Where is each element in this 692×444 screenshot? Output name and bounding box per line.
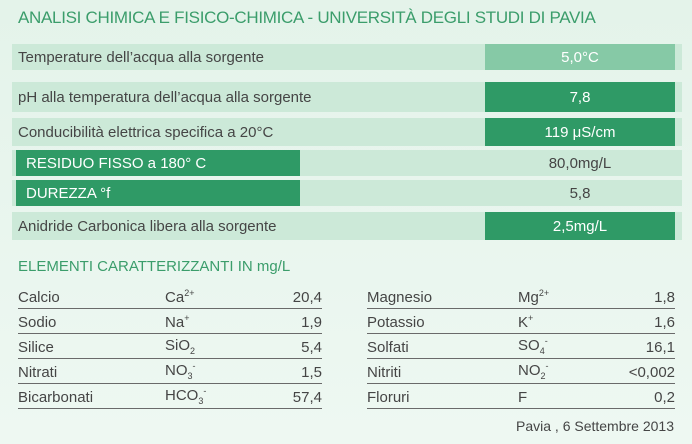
element-value: 16,1 [645, 339, 675, 356]
symbol-base: Mg [518, 289, 539, 306]
element-name: Magnesio [367, 289, 433, 306]
element-row: Calcio Ca2+ 20,4 [18, 286, 322, 309]
element-value: 20,4 [292, 289, 322, 306]
row-value: 5,8 [569, 184, 591, 202]
element-row: Nitrati NO3- 1,5 [18, 361, 322, 384]
symbol-sub: 4 [539, 346, 545, 356]
symbol-sup: 2+ [538, 288, 550, 298]
element-value: 57,4 [292, 389, 322, 406]
row-label: Conducibilità elettrica specifica a 20°C [18, 123, 274, 141]
element-symbol: HCO3- [165, 386, 206, 406]
element-symbol: SiO2 [165, 337, 195, 356]
symbol-sup: - [544, 336, 548, 346]
element-name: Floruri [367, 389, 410, 406]
element-name: Solfati [367, 339, 409, 356]
symbol-sup: 2+ [184, 288, 195, 298]
symbol-sup: + [184, 313, 190, 323]
row-value: 7,8 [485, 82, 675, 112]
element-row: Silice SiO2 5,4 [18, 336, 322, 359]
element-symbol: Ca2+ [165, 288, 194, 306]
element-symbol: Na+ [165, 313, 189, 331]
element-symbol: Mg2+ [518, 288, 549, 306]
element-symbol: SO4- [518, 336, 548, 356]
element-row: Bicarbonati HCO3- 57,4 [18, 386, 322, 409]
element-value: 1,8 [654, 289, 675, 306]
row-value: 2,5mg/L [485, 212, 675, 240]
symbol-sup: - [203, 386, 207, 396]
element-value: 1,5 [301, 364, 322, 381]
element-name: Nitriti [367, 364, 402, 381]
symbol-base: K [518, 314, 529, 331]
symbol-base: NO [518, 362, 541, 379]
row-value: 80,0mg/L [548, 154, 612, 172]
symbol-base: NO [165, 362, 188, 379]
element-row: Solfati SO4- 16,1 [367, 336, 675, 359]
element-symbol: NO3- [165, 361, 196, 381]
symbol-base: HCO [165, 387, 199, 404]
row-value: 5,0°C [485, 44, 675, 70]
symbol-base: SO [518, 337, 540, 354]
element-value: <0,002 [628, 364, 675, 381]
symbol-sub: 2 [190, 346, 196, 356]
symbol-base: Na [165, 314, 185, 331]
element-name: Nitrati [18, 364, 58, 381]
symbol-sub: 3 [198, 396, 204, 406]
section-title: ELEMENTI CARATTERIZZANTI IN mg/L [18, 258, 291, 275]
element-row: Floruri F 0,2 [367, 386, 675, 409]
row-label: DUREZZA °f [16, 180, 300, 206]
title: ANALISI CHIMICA E FISICO-CHIMICA - UNIVE… [18, 8, 596, 27]
row-value: 119 μS/cm [485, 118, 675, 146]
element-symbol: NO2- [518, 361, 549, 381]
row-label: Temperature dell’acqua alla sorgente [18, 48, 264, 66]
symbol-sub: 2 [540, 371, 546, 381]
row-label: Anidride Carbonica libera alla sorgente [18, 217, 277, 235]
symbol-base: SiO [165, 337, 191, 354]
symbol-sup: + [528, 313, 534, 323]
row-label: pH alla temperatura dell’acqua alla sorg… [18, 88, 312, 106]
symbol-sup: - [545, 361, 549, 371]
element-name: Bicarbonati [18, 389, 94, 406]
element-value: 5,4 [301, 339, 322, 356]
row-label: RESIDUO FISSO a 180° C [16, 150, 300, 176]
symbol-sup: - [192, 361, 196, 371]
element-value: 1,6 [654, 314, 675, 331]
element-name: Potassio [367, 314, 425, 331]
element-symbol: F [518, 389, 527, 406]
element-symbol: K+ [518, 313, 533, 331]
element-row: Sodio Na+ 1,9 [18, 311, 322, 334]
symbol-base: Ca [165, 289, 185, 306]
element-value: 1,9 [301, 314, 322, 331]
symbol-base: F [518, 389, 528, 406]
symbol-sub: 3 [187, 371, 193, 381]
element-name: Sodio [18, 314, 57, 331]
element-name: Calcio [18, 289, 60, 306]
element-row: Magnesio Mg2+ 1,8 [367, 286, 675, 309]
element-name: Silice [18, 339, 54, 356]
element-row: Nitriti NO2- <0,002 [367, 361, 675, 384]
footer: Pavia , 6 Settembre 2013 [516, 418, 674, 434]
element-row: Potassio K+ 1,6 [367, 311, 675, 334]
element-value: 0,2 [654, 389, 675, 406]
